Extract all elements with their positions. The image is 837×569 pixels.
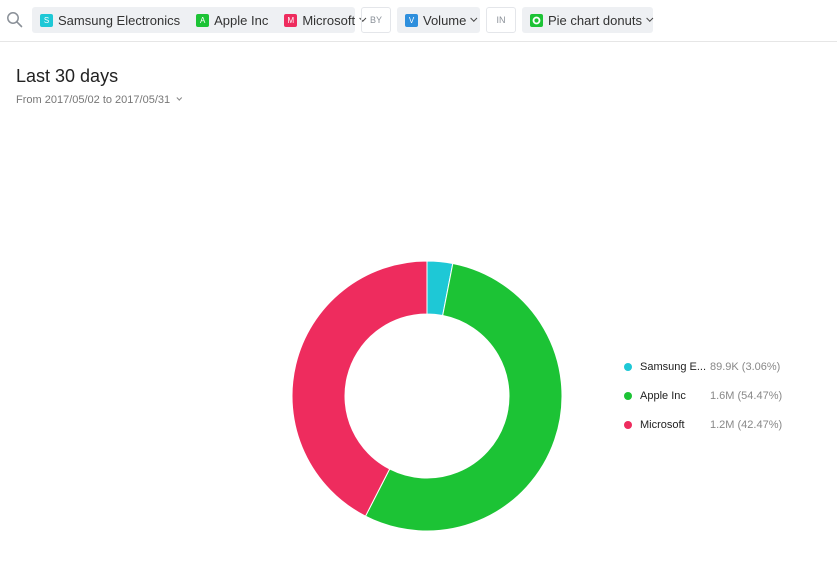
chart-type-selector[interactable]: Pie chart donuts: [522, 7, 654, 33]
entity-chip-microsoft[interactable]: M Microsoft: [284, 7, 367, 33]
chart-type-label: Pie chart donuts: [548, 12, 642, 28]
query-toolbar: S Samsung Electronics A Apple Inc M Micr…: [0, 0, 837, 42]
measure-chip[interactable]: V Volume: [405, 7, 478, 33]
volume-badge-icon: V: [405, 13, 418, 27]
legend-dot-icon: [624, 421, 632, 429]
microsoft-badge-icon: M: [284, 13, 298, 27]
legend-value: 89.9K (3.06%): [710, 361, 781, 373]
by-keyword: BY: [361, 7, 391, 33]
page-title: Last 30 days: [16, 66, 119, 86]
apple-badge-icon: A: [196, 13, 210, 27]
donut-chart-icon: [530, 13, 543, 27]
entity-label: Samsung Electronics: [58, 12, 181, 28]
legend-label: Apple Inc: [640, 390, 686, 402]
chart-type-chip[interactable]: Pie chart donuts: [530, 7, 654, 33]
donut-slice-1[interactable]: [364, 262, 563, 532]
legend-dot-icon: [624, 392, 632, 400]
donut-slice-2[interactable]: [291, 260, 428, 517]
measure-label: Volume: [423, 12, 467, 28]
legend-label: Samsung E...: [640, 361, 707, 373]
date-range-selector[interactable]: From 2017/05/02 to 2017/05/31: [16, 94, 183, 106]
legend-value: 1.6M (54.47%): [710, 390, 783, 402]
search-icon[interactable]: [6, 11, 24, 29]
date-range-label: From 2017/05/02 to 2017/05/31: [16, 94, 171, 106]
legend-value: 1.2M (42.47%): [710, 419, 783, 431]
measure-selector[interactable]: V Volume: [397, 7, 480, 33]
legend-item[interactable]: Apple Inc 1.6M (54.47%): [620, 389, 782, 403]
legend-dot-icon: [624, 363, 632, 371]
legend-label: Microsoft: [640, 419, 685, 431]
entity-label: Microsoft: [302, 12, 356, 28]
legend-item[interactable]: Samsung E... 89.9K (3.06%): [620, 360, 780, 374]
entity-chip-apple[interactable]: A Apple Inc: [196, 7, 268, 33]
legend-item[interactable]: Microsoft 1.2M (42.47%): [620, 418, 782, 432]
samsung-badge-icon: S: [40, 13, 53, 27]
in-keyword: IN: [486, 7, 516, 33]
entity-label: Apple Inc: [214, 12, 269, 28]
entity-chip-samsung[interactable]: S Samsung Electronics: [40, 7, 180, 33]
entity-selector[interactable]: S Samsung Electronics A Apple Inc M Micr…: [32, 7, 367, 33]
